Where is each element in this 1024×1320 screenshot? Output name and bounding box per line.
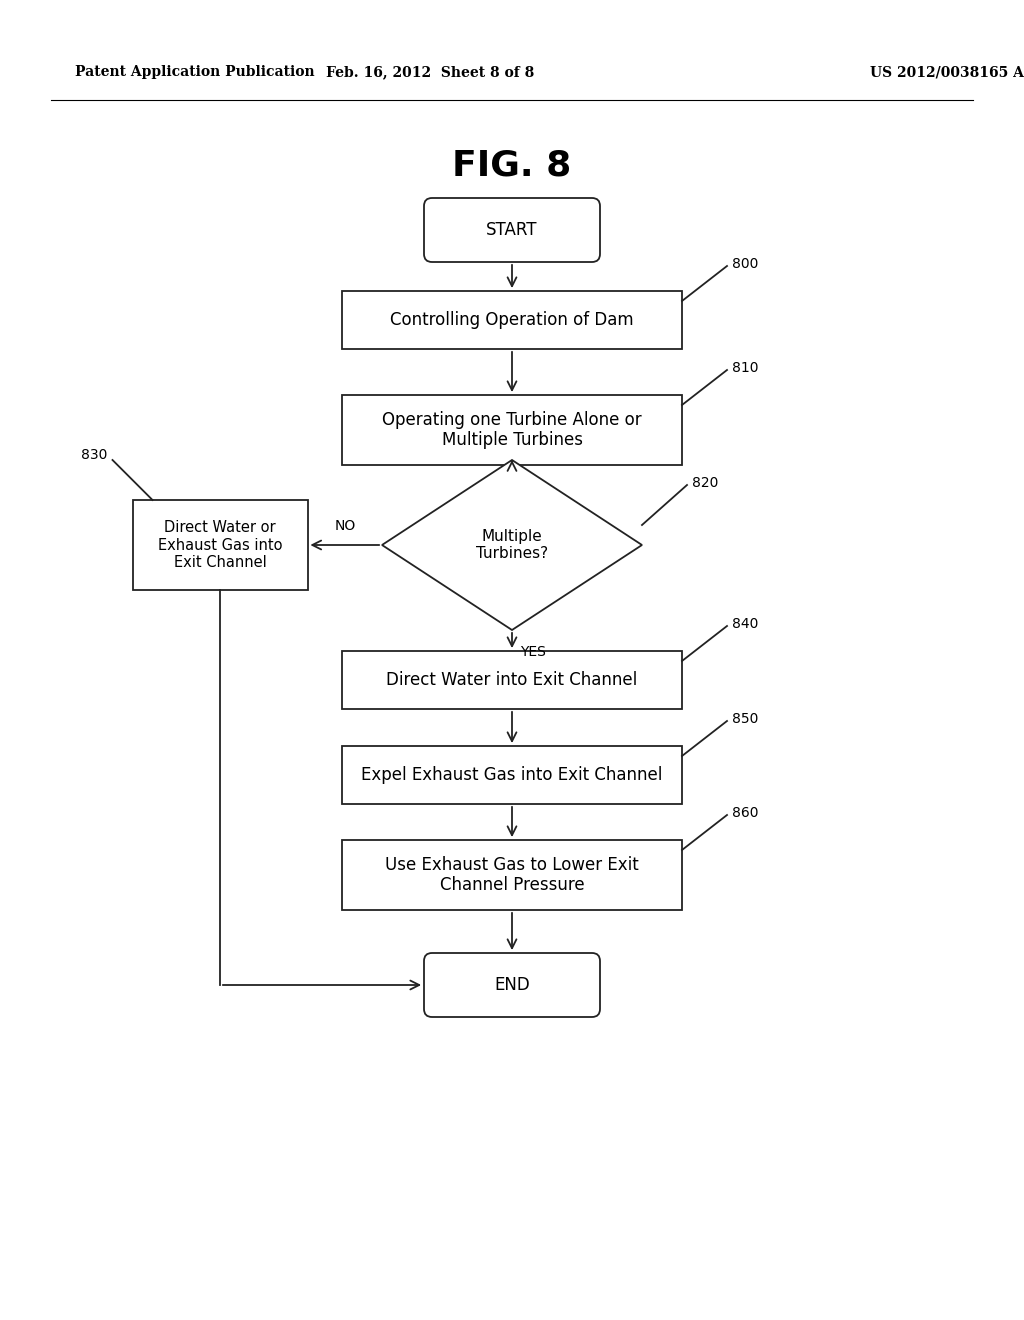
Polygon shape	[382, 459, 642, 630]
FancyBboxPatch shape	[132, 500, 307, 590]
Text: YES: YES	[520, 645, 546, 659]
FancyBboxPatch shape	[342, 651, 682, 709]
Text: START: START	[486, 220, 538, 239]
FancyBboxPatch shape	[424, 953, 600, 1016]
Text: NO: NO	[334, 519, 355, 533]
Text: Expel Exhaust Gas into Exit Channel: Expel Exhaust Gas into Exit Channel	[361, 766, 663, 784]
Text: 830: 830	[81, 447, 108, 462]
Text: END: END	[495, 975, 529, 994]
Text: 860: 860	[732, 807, 759, 820]
FancyBboxPatch shape	[342, 395, 682, 465]
Text: Controlling Operation of Dam: Controlling Operation of Dam	[390, 312, 634, 329]
Text: Multiple
Turbines?: Multiple Turbines?	[476, 529, 548, 561]
FancyBboxPatch shape	[342, 840, 682, 909]
Text: 820: 820	[692, 477, 719, 490]
Text: Feb. 16, 2012  Sheet 8 of 8: Feb. 16, 2012 Sheet 8 of 8	[326, 65, 535, 79]
Text: US 2012/0038165 A1: US 2012/0038165 A1	[870, 65, 1024, 79]
Text: Operating one Turbine Alone or
Multiple Turbines: Operating one Turbine Alone or Multiple …	[382, 411, 642, 449]
Text: Use Exhaust Gas to Lower Exit
Channel Pressure: Use Exhaust Gas to Lower Exit Channel Pr…	[385, 855, 639, 895]
FancyBboxPatch shape	[342, 746, 682, 804]
Text: FIG. 8: FIG. 8	[453, 148, 571, 182]
Text: Direct Water into Exit Channel: Direct Water into Exit Channel	[386, 671, 638, 689]
Text: 810: 810	[732, 360, 759, 375]
FancyBboxPatch shape	[424, 198, 600, 261]
Text: 850: 850	[732, 711, 759, 726]
Text: Patent Application Publication: Patent Application Publication	[75, 65, 314, 79]
Text: 800: 800	[732, 257, 759, 271]
Text: Direct Water or
Exhaust Gas into
Exit Channel: Direct Water or Exhaust Gas into Exit Ch…	[158, 520, 283, 570]
FancyBboxPatch shape	[342, 290, 682, 348]
Text: 840: 840	[732, 616, 759, 631]
